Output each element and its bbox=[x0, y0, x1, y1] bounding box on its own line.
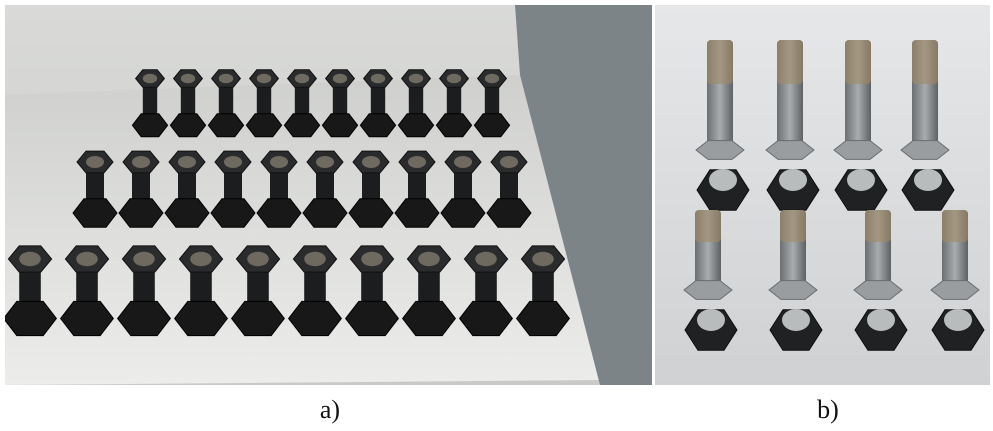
nut-hole bbox=[485, 74, 499, 84]
nut-hole bbox=[409, 74, 423, 84]
caption: a) bbox=[320, 395, 340, 424]
caption: b) bbox=[817, 395, 839, 424]
nut-hole bbox=[132, 156, 150, 168]
bolt-thread bbox=[912, 40, 938, 84]
nut-hole bbox=[709, 169, 737, 191]
bolt-thread bbox=[845, 40, 871, 84]
photo-b bbox=[655, 5, 990, 385]
nut-hole bbox=[782, 309, 810, 331]
nut-hole bbox=[697, 309, 725, 331]
bolt-thread bbox=[707, 40, 733, 84]
nut-hole bbox=[867, 309, 895, 331]
nut-hole bbox=[532, 252, 554, 266]
nut-hole bbox=[219, 74, 233, 84]
nut-hole bbox=[270, 156, 288, 168]
nut-hole bbox=[316, 156, 334, 168]
nut-hole bbox=[76, 252, 98, 266]
nut-hole bbox=[447, 74, 461, 84]
nut-hole bbox=[181, 74, 195, 84]
bolt-thread bbox=[942, 210, 968, 242]
nut-hole bbox=[304, 252, 326, 266]
nut-hole bbox=[190, 252, 212, 266]
nut-hole bbox=[500, 156, 518, 168]
bolt-thread bbox=[777, 40, 803, 84]
nut-hole bbox=[408, 156, 426, 168]
nut-hole bbox=[454, 156, 472, 168]
nut-hole bbox=[224, 156, 242, 168]
page: a) b) (() => { const data = JSON.parse(d… bbox=[0, 0, 993, 431]
nut-hole bbox=[944, 309, 972, 331]
bolt-thread bbox=[695, 210, 721, 242]
nut-hole bbox=[257, 74, 271, 84]
figure: a) b) bbox=[0, 0, 993, 431]
nut-hole bbox=[247, 252, 269, 266]
nut-hole bbox=[19, 252, 41, 266]
nut-hole bbox=[133, 252, 155, 266]
nut-hole bbox=[418, 252, 440, 266]
nut-hole bbox=[779, 169, 807, 191]
photo-a bbox=[4, 5, 652, 385]
bolt-thread bbox=[780, 210, 806, 242]
nut-hole bbox=[847, 169, 875, 191]
nut-hole bbox=[361, 252, 383, 266]
nut-hole bbox=[295, 74, 309, 84]
nut-hole bbox=[914, 169, 942, 191]
nut-hole bbox=[333, 74, 347, 84]
nut-hole bbox=[86, 156, 104, 168]
nut-hole bbox=[178, 156, 196, 168]
nut-hole bbox=[475, 252, 497, 266]
bolt-thread bbox=[865, 210, 891, 242]
nut-hole bbox=[362, 156, 380, 168]
nut-hole bbox=[143, 74, 157, 84]
nut-hole bbox=[371, 74, 385, 84]
